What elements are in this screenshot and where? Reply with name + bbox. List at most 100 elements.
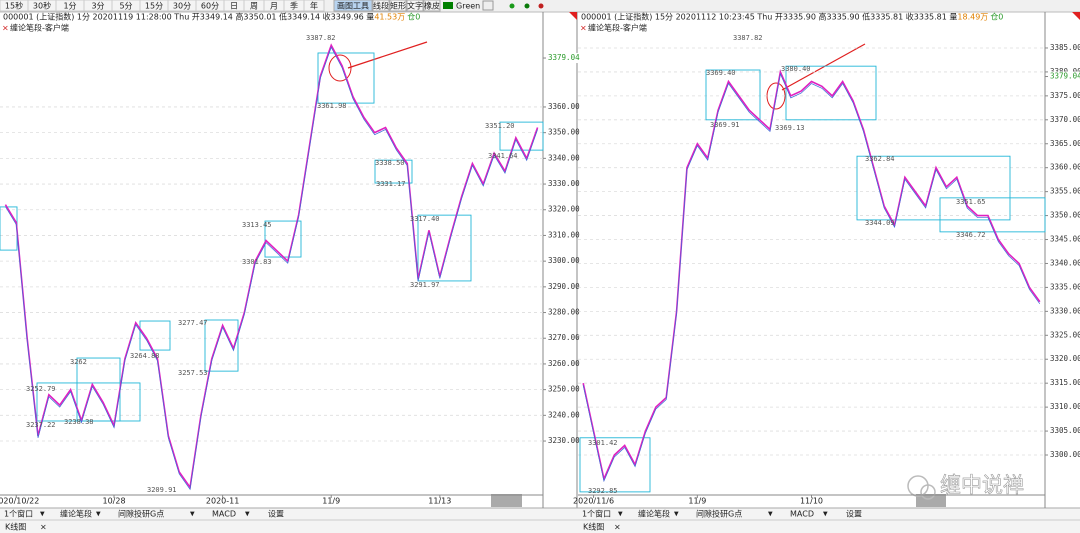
tab-close[interactable]: × bbox=[614, 523, 621, 532]
tool-button[interactable] bbox=[423, 0, 441, 12]
y-tick-label: 3310.00 bbox=[1050, 402, 1080, 411]
status-dot bbox=[524, 3, 530, 9]
control-label[interactable]: MACD bbox=[212, 510, 236, 519]
zone bbox=[317, 52, 375, 104]
tab-label[interactable]: K线图 bbox=[5, 522, 26, 532]
price-line bbox=[4, 43, 539, 490]
period-label[interactable]: 30秒 bbox=[33, 1, 51, 11]
y-tick-label: 3260.00 bbox=[548, 359, 580, 368]
x-tick-label: 2020/10/22 bbox=[0, 497, 39, 506]
period-label[interactable]: 周 bbox=[250, 2, 258, 11]
y-tick-label: 3320.00 bbox=[548, 205, 580, 214]
color-dropdown[interactable] bbox=[482, 0, 494, 11]
color-swatch bbox=[443, 2, 453, 9]
y-tick-label: 3350.00 bbox=[1050, 211, 1080, 220]
y-tick-label: 3270.00 bbox=[548, 333, 580, 342]
control-label[interactable]: 1个窗口 bbox=[582, 509, 611, 519]
control-label[interactable]: 间隙投研G点 bbox=[696, 509, 742, 519]
panel-header: 000001 (上证指数) 1分 20201119 11:28:00 Thu 开… bbox=[3, 12, 374, 22]
period-label[interactable]: 60分 bbox=[201, 2, 219, 11]
price-flag bbox=[1048, 71, 1080, 82]
tool-label[interactable]: 橡皮 bbox=[424, 1, 440, 11]
control-label[interactable]: 缠论笔段 bbox=[60, 509, 92, 519]
y-tick-label: 3325.00 bbox=[1050, 330, 1080, 339]
zone bbox=[785, 65, 877, 121]
control-dropdown[interactable]: ▼ bbox=[96, 511, 101, 518]
zone bbox=[417, 214, 472, 282]
control-dropdown[interactable]: ▼ bbox=[618, 511, 623, 518]
y-tick-label: 3290.00 bbox=[548, 282, 580, 291]
volume: 18.49万 bbox=[957, 13, 988, 22]
period-label[interactable]: 5分 bbox=[119, 2, 132, 11]
price-annotation: 3209.91 bbox=[147, 486, 177, 494]
price-annotation: 3313.45 bbox=[242, 221, 272, 229]
period-label[interactable]: 15分 bbox=[145, 2, 163, 11]
tool-button[interactable] bbox=[372, 0, 390, 12]
price-annotation: 3237.22 bbox=[26, 421, 56, 429]
tool-label[interactable]: 线段 bbox=[373, 1, 389, 11]
period-label[interactable]: 1分 bbox=[63, 2, 76, 11]
tab-close[interactable]: × bbox=[40, 523, 47, 532]
price-annotation: 3331.17 bbox=[376, 180, 406, 188]
color-name[interactable]: Green bbox=[456, 2, 480, 11]
period-button[interactable] bbox=[303, 0, 325, 12]
price-annotation: 3252.79 bbox=[26, 385, 56, 393]
control-dropdown[interactable]: ▼ bbox=[190, 511, 195, 518]
scroll-thumb[interactable] bbox=[491, 494, 522, 507]
period-label[interactable]: 30分 bbox=[173, 2, 191, 11]
y-tick-label: 3340.00 bbox=[1050, 258, 1080, 267]
y-tick-label: 3305.00 bbox=[1050, 426, 1080, 435]
price-annotation: 3380.40 bbox=[781, 65, 811, 73]
position: 仓0 bbox=[407, 12, 420, 22]
position: 仓0 bbox=[990, 12, 1003, 22]
zone bbox=[204, 319, 239, 372]
y-tick-label: 3330.00 bbox=[548, 179, 580, 188]
tab-label[interactable]: K线图 bbox=[583, 522, 604, 532]
price-annotation: 3301.42 bbox=[588, 439, 618, 447]
control-label[interactable]: 缠论笔段 bbox=[638, 509, 670, 519]
period-label[interactable]: 日 bbox=[230, 2, 238, 11]
control-dropdown[interactable]: ▼ bbox=[40, 511, 45, 518]
price-annotation: 3351.20 bbox=[485, 122, 515, 130]
x-tick-label: 2020/11/6 bbox=[573, 497, 614, 506]
zone bbox=[139, 320, 171, 351]
control-label[interactable]: 1个窗口 bbox=[4, 509, 33, 519]
zone bbox=[705, 69, 761, 121]
price-annotation: 3317.40 bbox=[410, 215, 440, 223]
price-flag bbox=[546, 53, 578, 64]
control-label[interactable]: 设置 bbox=[268, 509, 284, 519]
y-tick-label: 3385.00 bbox=[1050, 43, 1080, 52]
tool-label[interactable]: 文字 bbox=[407, 1, 423, 11]
indicator-name: 缠论笔段-客户端 bbox=[588, 23, 647, 33]
period-label[interactable]: 15秒 bbox=[5, 1, 23, 11]
price-annotation: 3387.82 bbox=[306, 34, 336, 42]
zone bbox=[374, 159, 413, 184]
y-tick-label: 3315.00 bbox=[1050, 378, 1080, 387]
period-label[interactable]: 月 bbox=[270, 2, 278, 11]
period-label[interactable]: 季 bbox=[290, 1, 298, 11]
control-dropdown[interactable]: ▼ bbox=[245, 511, 250, 518]
control-label[interactable]: 设置 bbox=[846, 509, 862, 519]
y-tick-label: 3330.00 bbox=[1050, 306, 1080, 315]
period-label[interactable]: 年 bbox=[310, 1, 318, 11]
tool-button[interactable] bbox=[406, 0, 424, 12]
y-tick-label: 3365.00 bbox=[1050, 139, 1080, 148]
period-label[interactable]: 3分 bbox=[91, 2, 104, 11]
tool-button[interactable] bbox=[389, 0, 407, 12]
panel-header: 000001 (上证指数) 15分 20201112 10:23:45 Thu … bbox=[581, 12, 957, 22]
control-label[interactable]: MACD bbox=[790, 510, 814, 519]
control-dropdown[interactable]: ▼ bbox=[768, 511, 773, 518]
tool-label[interactable]: 矩形 bbox=[390, 1, 406, 11]
y-tick-label: 3379.04 bbox=[1050, 72, 1080, 81]
control-dropdown[interactable]: ▼ bbox=[823, 511, 828, 518]
zone bbox=[856, 155, 1011, 221]
tool-label[interactable]: 画图工具 bbox=[337, 2, 369, 11]
x-tick-label: 2020-11 bbox=[206, 497, 239, 506]
control-dropdown[interactable]: ▼ bbox=[674, 511, 679, 518]
tool-button[interactable] bbox=[333, 0, 373, 12]
y-tick-label: 3350.00 bbox=[548, 128, 580, 137]
control-label[interactable]: 间隙投研G点 bbox=[118, 509, 164, 519]
y-tick-label: 3380.00 bbox=[1050, 67, 1080, 76]
y-tick-label: 3300.00 bbox=[548, 256, 580, 265]
